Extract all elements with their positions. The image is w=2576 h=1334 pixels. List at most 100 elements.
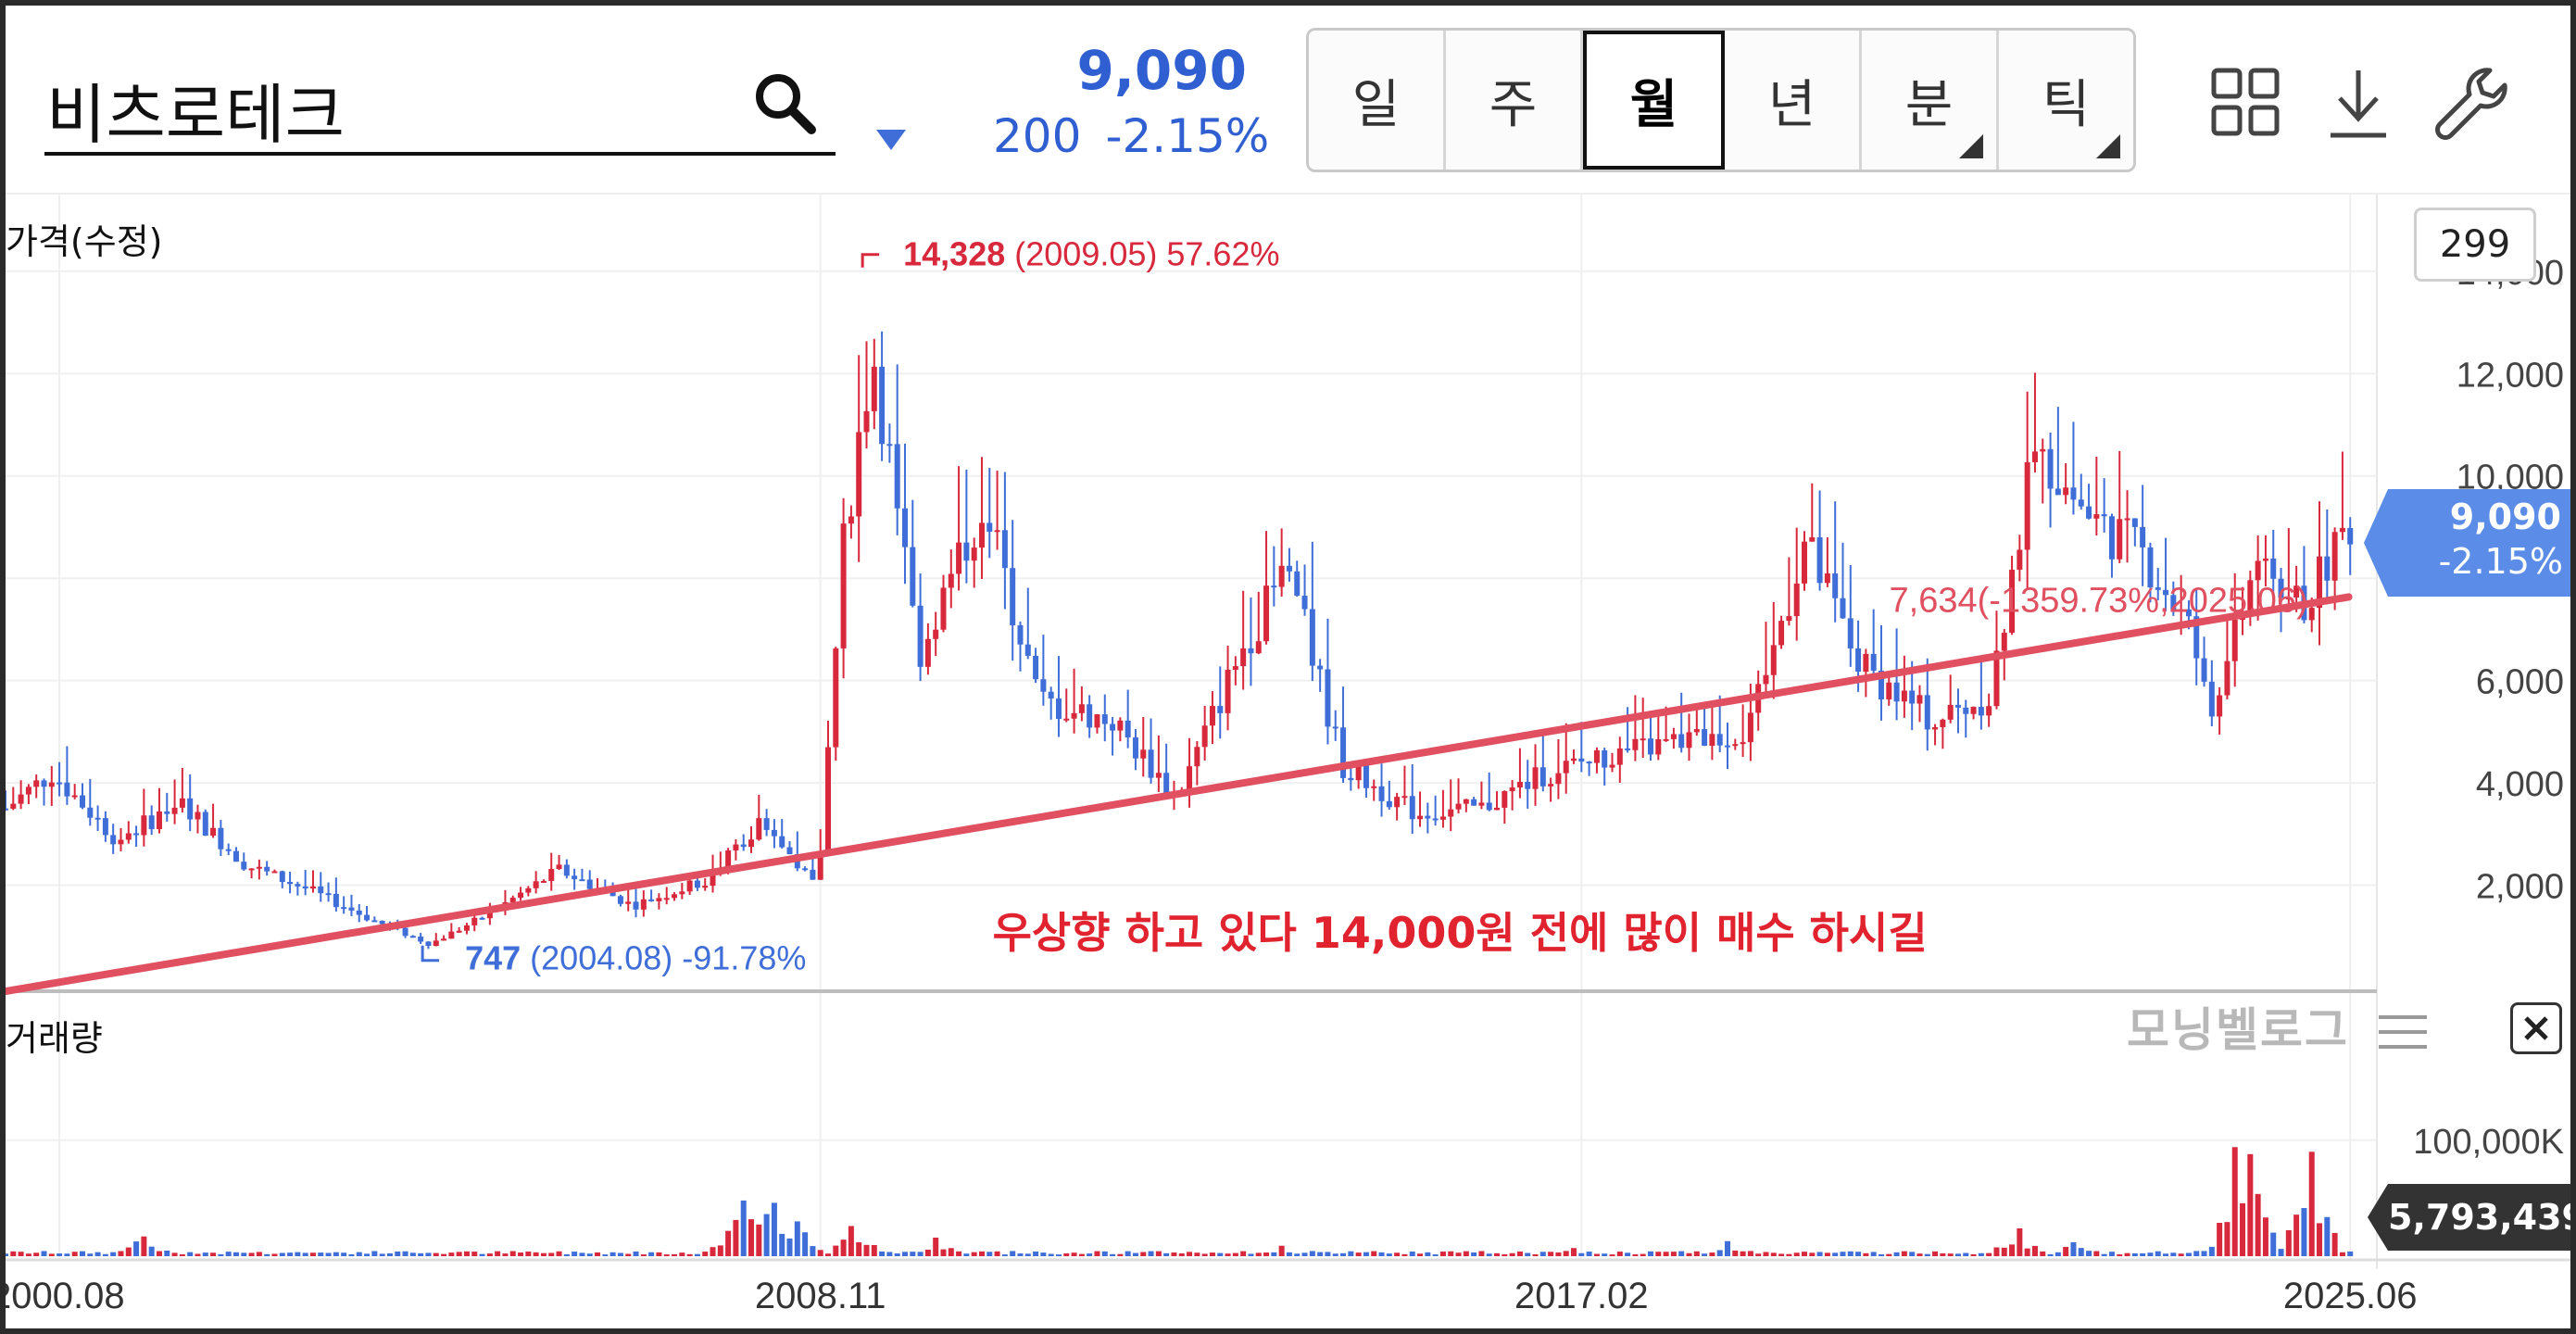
volume-bar bbox=[1709, 1252, 1715, 1256]
volume-bar bbox=[441, 1253, 447, 1256]
volume-bar bbox=[2255, 1193, 2261, 1256]
volume-bar bbox=[1548, 1252, 1554, 1256]
candle-body bbox=[1954, 704, 1961, 708]
volume-bar bbox=[924, 1250, 931, 1256]
candle-body bbox=[187, 798, 194, 820]
candle-body bbox=[2055, 488, 2061, 496]
dropdown-arrow-icon[interactable] bbox=[874, 128, 908, 152]
candle-body bbox=[1909, 690, 1916, 704]
volume-bar bbox=[402, 1251, 408, 1256]
trendline-label: 7,634(-1359.73%,2025.06) bbox=[1890, 581, 2308, 620]
candle-body bbox=[1110, 724, 1116, 731]
volume-bar bbox=[1448, 1251, 1454, 1256]
stock-name[interactable]: 비츠로테크 bbox=[46, 77, 345, 153]
candle-body bbox=[2063, 487, 2069, 496]
header-divider bbox=[6, 193, 2570, 195]
volume-bar bbox=[802, 1232, 809, 1256]
low-marker-label: 747 (2004.08) -91.78% bbox=[465, 939, 806, 977]
candle-body bbox=[94, 817, 101, 820]
candle-body bbox=[2217, 695, 2223, 717]
candle-body bbox=[356, 910, 362, 915]
candle-body bbox=[1401, 796, 1408, 799]
candle-body bbox=[2262, 558, 2268, 561]
candle-body bbox=[1078, 704, 1085, 713]
candle-body bbox=[1301, 596, 1308, 610]
volume-bar bbox=[1602, 1253, 1608, 1256]
candle-body bbox=[341, 907, 347, 910]
volume-bar bbox=[625, 1253, 632, 1256]
candle-body bbox=[6, 808, 8, 811]
price-chart[interactable]: 2,0004,0006,0008,00010,00012,00014,00010… bbox=[6, 195, 2570, 1328]
candle-body bbox=[1509, 787, 1515, 792]
volume-bar bbox=[2208, 1246, 2215, 1256]
period-year-button[interactable]: 년 bbox=[1725, 31, 1862, 170]
volume-bar bbox=[1432, 1254, 1439, 1256]
volume-bar bbox=[1678, 1251, 1685, 1256]
search-icon[interactable] bbox=[752, 70, 817, 135]
candle-body bbox=[79, 795, 85, 808]
candle-body bbox=[2031, 451, 2038, 462]
volume-bar bbox=[463, 1251, 470, 1256]
period-month-button[interactable]: 월 bbox=[1583, 31, 1725, 170]
candle-body bbox=[1055, 698, 1062, 720]
date-axis-label: 2008.11 bbox=[755, 1276, 886, 1316]
close-volume-button[interactable] bbox=[2510, 1002, 2562, 1054]
volume-bar bbox=[348, 1253, 355, 1256]
period-tick-button[interactable]: 틱 bbox=[1999, 31, 2133, 170]
candle-body bbox=[1940, 719, 1946, 727]
candle-body bbox=[940, 587, 947, 630]
candle-body bbox=[1010, 568, 1016, 625]
period-day-button[interactable]: 일 bbox=[1309, 31, 1446, 170]
candle-body bbox=[1663, 738, 1669, 741]
volume-bar bbox=[2270, 1232, 2277, 1256]
candle-body bbox=[2347, 527, 2354, 545]
volume-bar bbox=[1232, 1252, 1238, 1256]
download-icon[interactable] bbox=[2329, 67, 2388, 141]
candle-body bbox=[933, 629, 939, 639]
candle-count-button[interactable]: 299 bbox=[2414, 208, 2536, 282]
volume-bar bbox=[333, 1252, 339, 1256]
candle-body bbox=[1932, 726, 1939, 730]
candle-body bbox=[1417, 815, 1424, 820]
candle-body bbox=[625, 901, 632, 904]
candle-body bbox=[1870, 653, 1877, 671]
volume-bar bbox=[141, 1236, 147, 1256]
candle-body bbox=[863, 410, 870, 433]
volume-bar bbox=[1993, 1247, 2000, 1256]
volume-bar bbox=[1747, 1251, 1753, 1256]
grid-icon[interactable] bbox=[2210, 67, 2281, 137]
period-week-button[interactable]: 주 bbox=[1446, 31, 1583, 170]
period-week-label: 주 bbox=[1489, 74, 1538, 135]
candle-body bbox=[1924, 695, 1930, 730]
low-marker-pct: -91.78% bbox=[682, 939, 806, 977]
candle-body bbox=[1309, 609, 1315, 666]
candle-body bbox=[471, 917, 478, 925]
price-axis-label: 6,000 bbox=[2476, 663, 2564, 702]
candle-body bbox=[2178, 609, 2184, 612]
volume-bar bbox=[978, 1251, 985, 1256]
volume-bar bbox=[1655, 1252, 1662, 1256]
volume-bar bbox=[425, 1252, 432, 1256]
candle-body bbox=[1724, 745, 1730, 748]
volume-bar bbox=[1140, 1252, 1147, 1256]
candle-body bbox=[1355, 765, 1362, 781]
volume-bar bbox=[1893, 1252, 1900, 1256]
volume-bar bbox=[118, 1251, 124, 1256]
candle-body bbox=[1770, 645, 1777, 675]
volume-bar bbox=[295, 1252, 301, 1256]
candle-body bbox=[2009, 569, 2016, 634]
candle-body bbox=[418, 937, 424, 942]
period-minute-button[interactable]: 분 bbox=[1862, 31, 1999, 170]
candle-body bbox=[910, 547, 916, 606]
candle-body bbox=[218, 827, 224, 849]
volume-bar bbox=[901, 1252, 908, 1256]
wrench-icon[interactable] bbox=[2434, 65, 2510, 141]
candle-body bbox=[1809, 536, 1816, 542]
volume-bar bbox=[1455, 1252, 1462, 1256]
menu-icon[interactable] bbox=[2377, 1012, 2429, 1052]
volume-bar bbox=[1101, 1251, 1108, 1256]
candle-body bbox=[2339, 527, 2345, 533]
candle-body bbox=[1563, 761, 1569, 774]
candle-body bbox=[1494, 807, 1501, 811]
candle-body bbox=[1571, 758, 1577, 761]
